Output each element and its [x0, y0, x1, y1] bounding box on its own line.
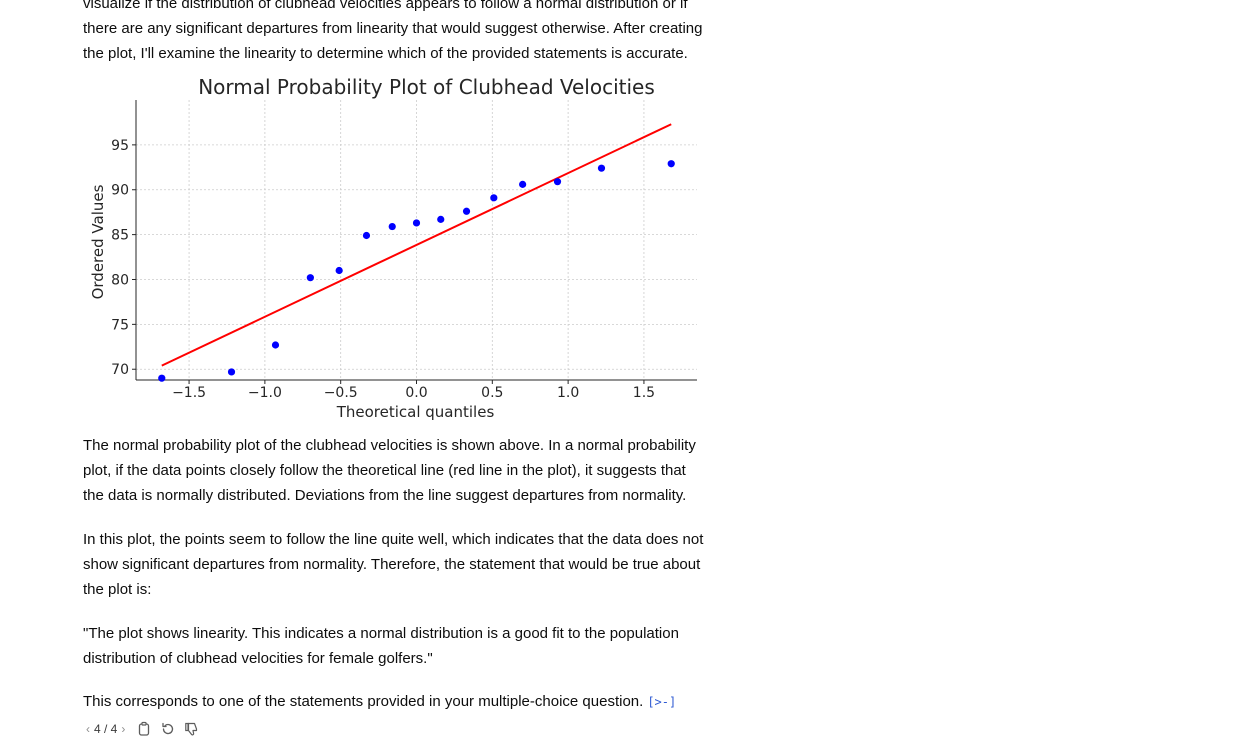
chart-title: Normal Probability Plot of Clubhead Velo…: [198, 75, 655, 99]
intro-paragraph: visualize if the distribution of clubhea…: [83, 0, 703, 62]
copy-icon[interactable]: [136, 721, 152, 737]
final-text: This corresponds to one of the statement…: [83, 693, 644, 710]
data-point: [335, 266, 343, 275]
y-tick-label: 85: [111, 228, 129, 244]
x-tick-label: 1.0: [557, 385, 579, 401]
view-analysis-link-icon[interactable]: [>-]: [647, 695, 677, 709]
y-tick-label: 95: [111, 138, 129, 154]
y-axis-label: Ordered Values: [89, 184, 107, 299]
y-tick-label: 90: [111, 183, 129, 199]
data-point: [158, 374, 166, 382]
thumbs-down-icon[interactable]: [184, 721, 200, 737]
data-point: [362, 231, 371, 240]
conclusion-paragraph: In this plot, the points seem to follow …: [83, 531, 704, 598]
data-point: [490, 194, 498, 202]
x-tick-label: −1.5: [172, 385, 206, 401]
data-point: [597, 164, 606, 172]
y-tick-label: 75: [111, 317, 129, 333]
y-tick-label: 70: [111, 362, 129, 378]
data-point: [412, 219, 421, 227]
regenerate-icon[interactable]: [160, 721, 176, 737]
x-tick-label: −0.5: [324, 385, 358, 401]
data-point: [271, 341, 280, 349]
data-point: [306, 274, 314, 282]
x-axis-label: Theoretical quantiles: [336, 403, 495, 421]
data-point: [437, 215, 445, 223]
message-footer: ‹ 4 / 4 ›: [83, 719, 200, 739]
response-counter: 4 / 4: [94, 722, 118, 736]
x-tick-label: −1.0: [248, 385, 282, 401]
normal-probability-chart: Normal Probability Plot of Clubhead Velo…: [83, 70, 708, 426]
data-point: [462, 207, 471, 215]
quoted-statement: "The plot shows linearity. This indicate…: [83, 625, 679, 667]
x-tick-label: 0.0: [405, 385, 427, 401]
fit-line: [161, 123, 672, 367]
chart-svg: Normal Probability Plot of Clubhead Velo…: [89, 75, 697, 421]
y-tick-label: 80: [111, 272, 129, 288]
next-response-button[interactable]: ›: [121, 722, 126, 736]
data-point: [519, 180, 527, 188]
explanation-paragraph: The normal probability plot of the clubh…: [83, 437, 696, 504]
data-point: [388, 222, 396, 231]
data-point: [227, 368, 236, 376]
data-point: [553, 178, 562, 186]
x-tick-label: 1.5: [633, 385, 655, 401]
final-paragraph: This corresponds to one of the statement…: [83, 689, 708, 715]
data-point: [667, 160, 675, 168]
x-tick-label: 0.5: [481, 385, 503, 401]
previous-response-button[interactable]: ‹: [86, 722, 90, 736]
